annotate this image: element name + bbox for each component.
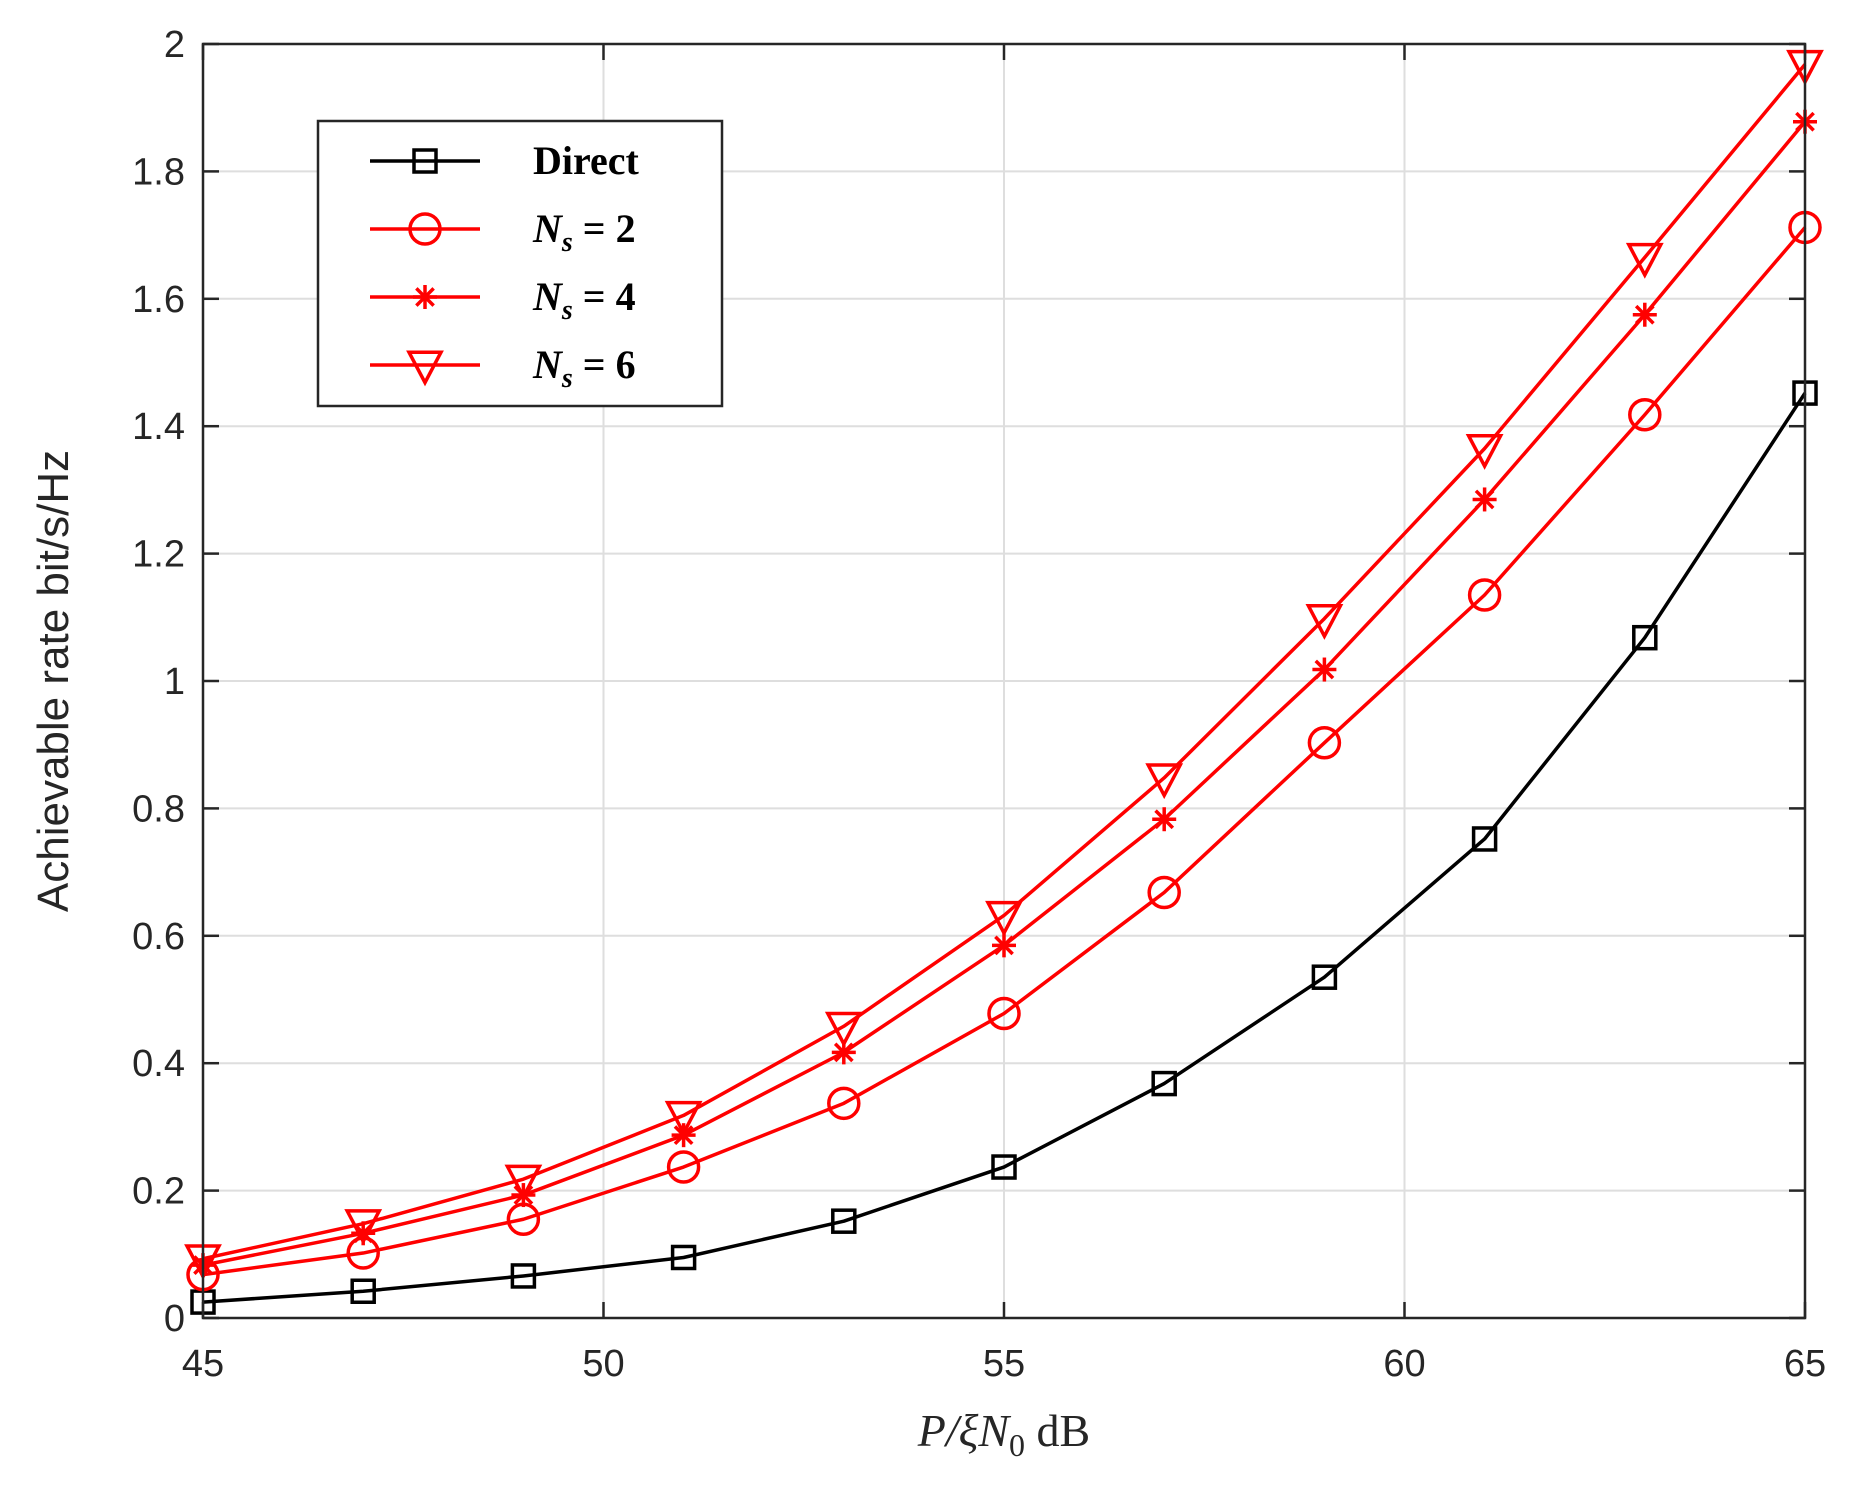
data-point [344,1209,383,1246]
legend-entry: Ns = 2 [370,206,636,258]
data-point [510,1263,537,1289]
x-axis-title-subscript: 0 [1009,1427,1025,1463]
data-point [824,1011,863,1048]
legend-label: Direct [533,138,640,183]
data-point [1625,242,1664,279]
data-point [504,1164,543,1201]
legend-entry: Ns = 4 [370,274,636,326]
legend-marker [406,350,444,387]
data-point [1305,604,1344,640]
data-point [1151,1070,1177,1097]
series-line [202,226,1807,1277]
series-line [202,392,1807,1304]
y-tick-label: 0.2 [132,1171,185,1213]
legend-label: Ns = 2 [532,206,636,258]
data-point [1471,826,1498,852]
y-tick-label: 1.6 [132,279,185,321]
x-axis-title-unit: dB [1025,1405,1090,1456]
x-tick-label: 55 [983,1343,1025,1385]
x-tick-label: 50 [582,1343,624,1385]
data-point [827,1086,861,1121]
data-point [1147,875,1181,910]
series-0 [190,380,1818,1315]
data-point [1307,726,1342,760]
data-point [1472,487,1497,512]
legend-entry: Ns = 6 [370,342,636,394]
data-point [1632,624,1658,651]
y-tick-label: 2 [164,24,185,66]
tick-labels: 45 50 55 60 65 0 0.2 0.4 0.6 0.8 1 1.2 1.4 1.6 1.8 2 [132,24,1826,1385]
x-axis-title-main: P/ξN [917,1405,1012,1456]
legend-entry: Direct [370,138,640,183]
data-point [350,1278,376,1304]
y-tick-label: 1.8 [132,151,185,193]
y-tick-label: 1.2 [132,534,185,576]
data-point [666,1150,701,1184]
y-tick-label: 0.4 [132,1043,185,1085]
data-point [1628,397,1662,432]
y-axis-title: Achievable rate bit/s/Hz [29,450,78,912]
y-tick-label: 1 [164,661,185,703]
data-point [1632,302,1657,327]
legend: Direct Ns = 2 Ns = 4 Ns = 6 [316,119,724,408]
legend-label: Ns = 6 [532,342,636,394]
data-point [987,996,1021,1031]
y-tick-label: 0 [164,1298,185,1340]
x-tick-label: 65 [1784,1343,1826,1385]
data-point [1312,657,1337,682]
data-point [992,933,1016,958]
series-line [202,63,1807,1261]
data-point [1145,763,1184,800]
series-layer [184,49,1824,1315]
data-point [1311,964,1338,990]
x-tick-label: 45 [182,1343,224,1385]
data-point [991,1154,1017,1180]
data-point [1467,578,1502,612]
legend-marker [413,285,437,309]
y-tick-label: 0.8 [132,788,185,830]
data-point [664,1100,703,1137]
data-point [670,1244,697,1271]
x-tick-label: 60 [1383,1343,1425,1385]
data-point [985,900,1023,937]
legend-label: Ns = 4 [532,274,636,326]
x-axis-title: P/ξN0 dB [917,1405,1090,1463]
legend-box [316,119,724,408]
data-point [831,1208,857,1234]
y-tick-label: 1.4 [132,406,185,448]
y-tick-label: 0.6 [132,916,185,958]
legend-marker [412,148,438,174]
legend-marker [408,212,442,246]
axes [201,42,1807,1320]
data-point [1465,433,1504,470]
data-point [1152,807,1177,832]
